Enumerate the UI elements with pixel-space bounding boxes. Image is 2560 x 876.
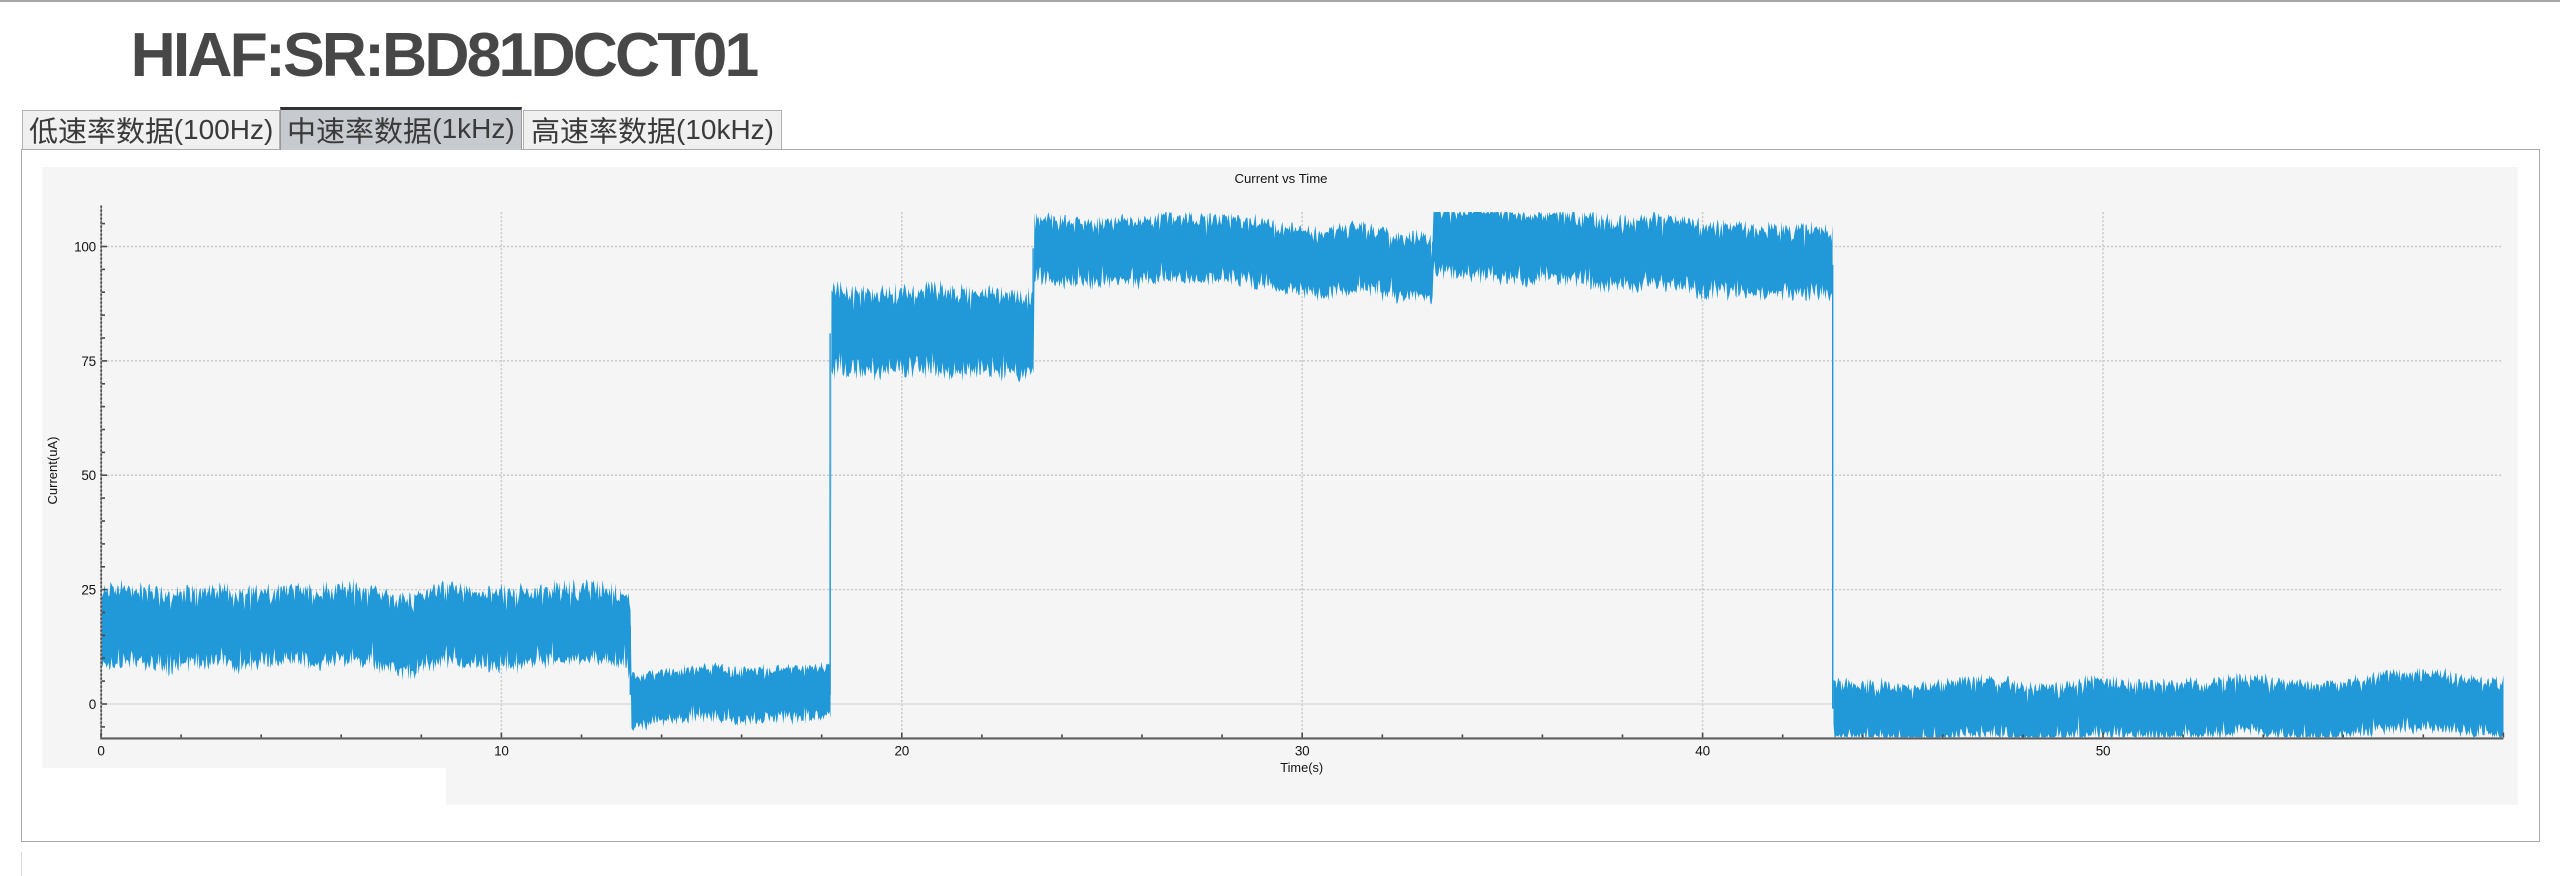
- svg-text:Time(s): Time(s): [1280, 760, 1323, 775]
- svg-text:10: 10: [494, 743, 509, 758]
- svg-text:40: 40: [1695, 743, 1710, 758]
- svg-text:Current(uA): Current(uA): [45, 437, 60, 505]
- svg-text:75: 75: [81, 354, 96, 369]
- svg-text:50: 50: [2096, 743, 2111, 758]
- svg-text:50: 50: [81, 468, 96, 483]
- svg-text:25: 25: [81, 583, 96, 598]
- svg-text:30: 30: [1295, 743, 1310, 758]
- svg-text:0: 0: [97, 743, 104, 758]
- svg-text:0: 0: [89, 697, 96, 712]
- svg-text:100: 100: [74, 239, 96, 254]
- svg-text:Current vs Time: Current vs Time: [1234, 171, 1327, 186]
- svg-text:20: 20: [894, 743, 909, 758]
